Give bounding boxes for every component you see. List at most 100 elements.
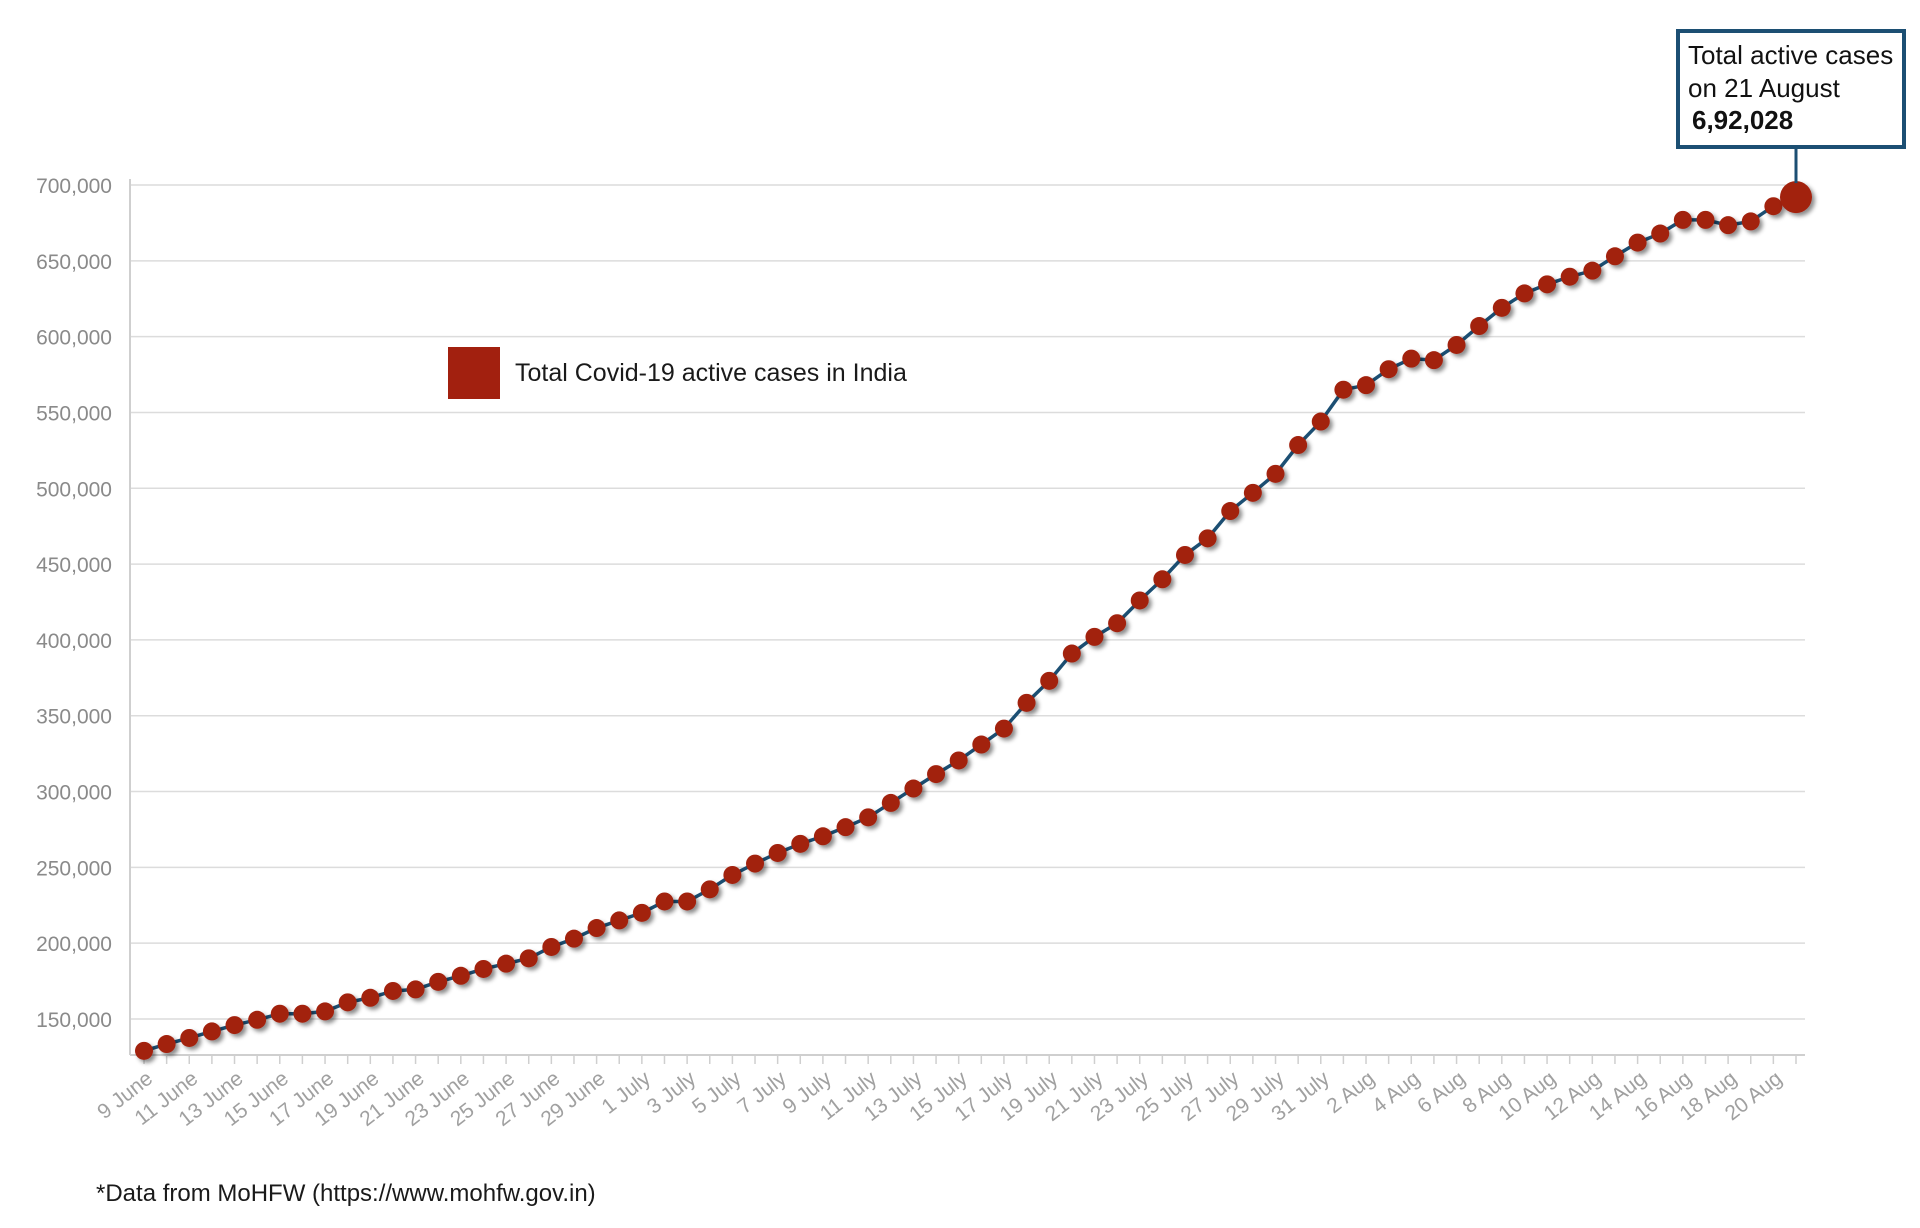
gridlines xyxy=(130,184,1805,1020)
y-tick-label: 450,000 xyxy=(36,554,112,577)
data-point xyxy=(1424,351,1443,370)
data-point xyxy=(1040,671,1059,690)
y-tick-label: 650,000 xyxy=(36,251,112,274)
data-point xyxy=(1221,502,1240,521)
data-point xyxy=(1266,464,1285,483)
data-point xyxy=(542,937,561,956)
data-point xyxy=(1741,212,1760,231)
data-point xyxy=(1560,267,1579,286)
callout-value: 6,92,028 xyxy=(1692,105,1794,135)
callout-line1: Total active cases xyxy=(1688,40,1894,70)
data-point xyxy=(497,954,516,973)
x-tick-label: 4 Aug xyxy=(1368,1067,1425,1118)
legend-swatch xyxy=(448,347,500,399)
data-point xyxy=(1402,349,1421,368)
data-point xyxy=(519,949,538,968)
data-point xyxy=(859,808,878,827)
y-tick-label: 150,000 xyxy=(36,1009,112,1032)
data-point xyxy=(881,793,900,812)
callout-line2: on 21 August xyxy=(1688,73,1840,103)
data-point xyxy=(564,929,583,948)
source-footnote: *Data from MoHFW (https://www.mohfw.gov.… xyxy=(96,1180,596,1207)
data-point xyxy=(632,903,651,922)
data-point xyxy=(949,751,968,770)
data-point xyxy=(383,981,402,1000)
data-point xyxy=(157,1035,176,1054)
data-point xyxy=(1764,197,1783,216)
tick-labels: 150,000 200,000 250,000 300,000 350,000 400,0… xyxy=(36,175,1786,1131)
data-point xyxy=(248,1010,267,1029)
y-tick-label: 700,000 xyxy=(36,175,112,198)
data-point xyxy=(293,1004,312,1023)
data-point xyxy=(135,1041,153,1060)
series-line xyxy=(143,195,1797,1053)
y-tick-label: 250,000 xyxy=(36,857,112,880)
y-tick-label: 600,000 xyxy=(36,327,112,350)
data-point xyxy=(202,1022,221,1041)
data-point xyxy=(1470,317,1489,336)
data-point xyxy=(361,988,380,1007)
data-point xyxy=(1108,614,1127,633)
data-point xyxy=(813,827,832,846)
data-point xyxy=(768,843,787,862)
data-point xyxy=(1243,483,1262,502)
data-point xyxy=(1583,261,1602,280)
data-point xyxy=(1651,224,1670,243)
data-point xyxy=(451,966,470,985)
y-tick-label: 400,000 xyxy=(36,630,112,653)
axes xyxy=(129,179,1805,1064)
data-point xyxy=(836,818,855,837)
data-point xyxy=(225,1016,244,1035)
y-tick-label: 200,000 xyxy=(36,933,112,956)
data-point xyxy=(1379,360,1398,379)
data-point xyxy=(1538,275,1557,294)
x-tick-label: 3 July xyxy=(643,1067,701,1119)
data-point xyxy=(338,993,357,1012)
data-point xyxy=(655,892,674,911)
x-tick-label: 7 July xyxy=(733,1067,791,1119)
legend-label: Total Covid-19 active cases in India xyxy=(515,358,907,387)
y-tick-label: 500,000 xyxy=(36,478,112,501)
data-point xyxy=(904,779,923,798)
data-point xyxy=(1198,529,1217,548)
data-point xyxy=(1062,644,1081,663)
data-point xyxy=(1673,210,1692,229)
data-point xyxy=(587,919,606,938)
data-point xyxy=(1357,376,1376,395)
data-point xyxy=(1492,298,1511,317)
data-point xyxy=(746,854,765,873)
data-point xyxy=(1085,627,1104,646)
legend: Total Covid-19 active cases in India xyxy=(448,347,907,399)
data-point-latest xyxy=(1780,181,1812,214)
series-line-path xyxy=(143,195,1797,1053)
data-point xyxy=(1130,591,1149,610)
latest-value-callout: Total active cases on 21 August 6,92,028 xyxy=(1676,29,1906,149)
data-point xyxy=(1334,380,1353,399)
x-tick-label: 2 Aug xyxy=(1323,1067,1380,1118)
data-point xyxy=(474,959,493,978)
data-point xyxy=(1628,233,1647,252)
data-point xyxy=(1515,284,1534,303)
data-point xyxy=(723,865,742,884)
data-point xyxy=(1311,412,1330,431)
data-point xyxy=(1153,570,1172,589)
data-point xyxy=(1175,545,1194,564)
data-point xyxy=(180,1028,199,1047)
data-point xyxy=(610,911,629,930)
data-point xyxy=(1017,693,1036,712)
data-point xyxy=(429,972,448,991)
series-points xyxy=(135,181,1812,1060)
data-point xyxy=(678,892,697,911)
y-tick-label: 350,000 xyxy=(36,706,112,729)
y-tick-label: 300,000 xyxy=(36,782,112,805)
data-point xyxy=(700,880,719,899)
data-point xyxy=(270,1004,289,1023)
data-point xyxy=(927,765,946,784)
data-point xyxy=(406,980,425,999)
data-point xyxy=(1605,247,1624,266)
data-point xyxy=(972,735,991,754)
x-tick-label: 1 July xyxy=(598,1067,656,1119)
data-point xyxy=(316,1002,335,1021)
data-point xyxy=(1447,335,1466,354)
